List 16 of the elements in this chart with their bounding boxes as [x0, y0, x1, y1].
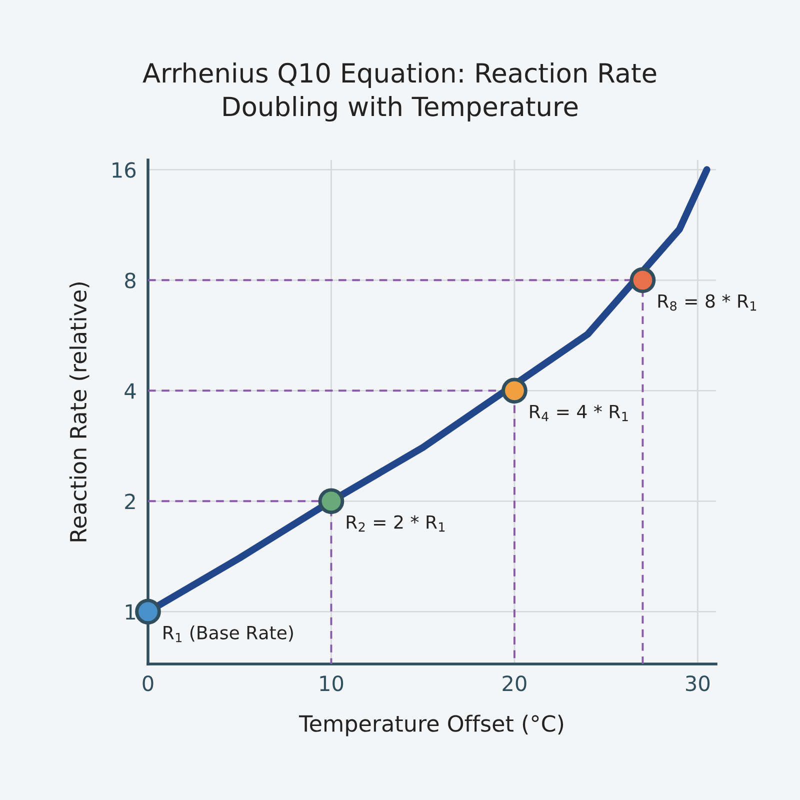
- x-tick-label: 30: [686, 675, 710, 692]
- annotation: R$_{2}$ = 2 * R$_{1}$: [346, 515, 445, 532]
- annotation: R$_{1}$ (Base Rate): [164, 626, 293, 642]
- x-tick-label: 0: [142, 675, 154, 692]
- x-axis-title: Temperature Offset (°C): [298, 714, 564, 736]
- y-tick-label: 8: [125, 272, 136, 288]
- annotation: R$_{8}$ = 8 * R$_{1}$: [658, 294, 756, 311]
- y-axis-title: Reaction Rate (relative): [69, 282, 90, 542]
- annotation: R$_{4}$ = 4 * R$_{1}$: [530, 404, 628, 422]
- x-tick-label: 20: [502, 675, 526, 692]
- y-tick-label: 16: [112, 162, 136, 178]
- chart-title: Arrhenius Q10 Equation: Reaction Rate Doubling with Temperature: [142, 62, 656, 122]
- x-tick-label: 10: [320, 675, 344, 692]
- y-tick-label: 4: [124, 383, 136, 399]
- y-tick-label: 1: [126, 604, 135, 620]
- y-tick-label: 2: [125, 494, 135, 510]
